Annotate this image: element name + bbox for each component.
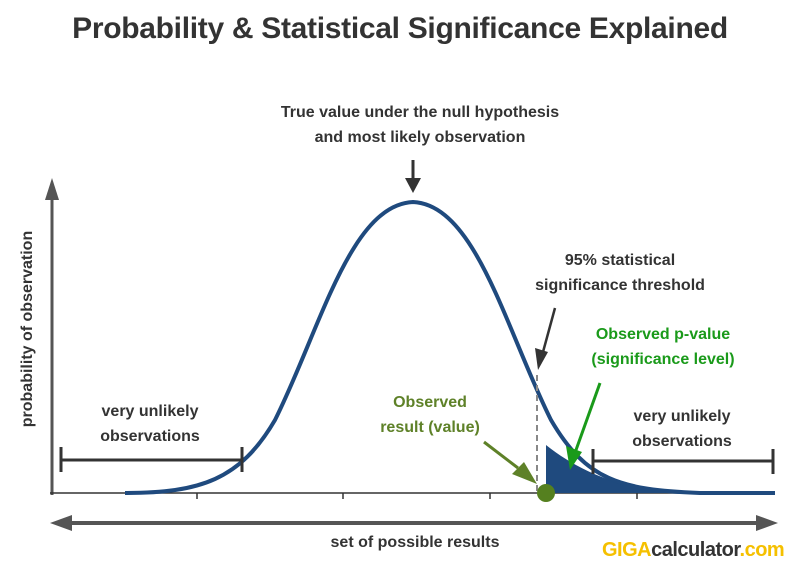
right-tail-annotation: very unlikely observations [632, 408, 732, 450]
observed-arrow-icon [512, 462, 537, 484]
peak-annotation: True value under the null hypothesis and… [280, 104, 560, 146]
brand-part-giga: GIGA [602, 539, 652, 561]
x-axis-ticks [196, 493, 638, 499]
observed-result-dot [537, 484, 555, 502]
brand-part-calculator: calculator [651, 539, 740, 561]
threshold-annotation: 95% statistical significance threshold [535, 252, 705, 294]
right-arrow-icon [756, 515, 778, 531]
x-axis-label: set of possible results [330, 534, 500, 551]
y-axis-arrow-icon [45, 178, 59, 200]
left-tail-bracket [59, 447, 244, 472]
brand-part-tld: .com [739, 539, 785, 561]
left-arrow-icon [50, 515, 72, 531]
threshold-arrow-icon [535, 348, 548, 370]
bell-curve [124, 199, 775, 495]
right-tail-bracket [591, 449, 775, 474]
page-title: Probability & Statistical Significance E… [72, 12, 728, 45]
pvalue-annotation: Observed p-value (significance level) [591, 326, 735, 368]
peak-arrow-icon [405, 178, 421, 193]
pvalue-arrow-icon [566, 446, 582, 470]
brand-logo: GIGAcalculator.com [602, 539, 785, 562]
y-axis-label: probability of observation [19, 230, 36, 428]
p-value-area [546, 445, 775, 493]
observed-annotation: Observed result (value) [380, 394, 480, 436]
left-tail-annotation: very unlikely observations [100, 403, 200, 445]
